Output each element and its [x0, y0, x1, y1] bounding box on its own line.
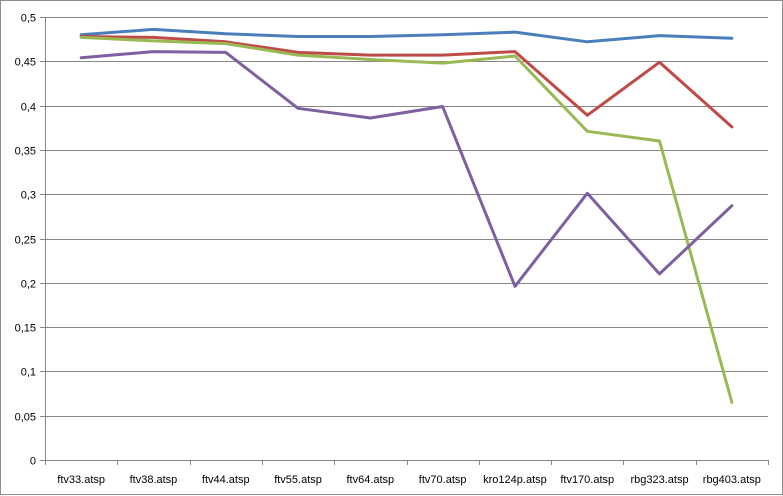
y-tick-label: 0,2: [21, 279, 36, 291]
x-tick-label: rbg403.atsp: [703, 474, 761, 486]
series-1-line: [79, 27, 734, 44]
x-tick-label: ftv70.atsp: [419, 474, 467, 486]
x-tick-label: ftv170.atsp: [560, 474, 614, 486]
y-tick-label: 0,25: [15, 235, 36, 247]
y-tick-label: 0,1: [21, 367, 36, 379]
y-tick-label: 0: [30, 456, 36, 468]
y-tick-label: 0,45: [15, 57, 36, 69]
x-tick-label: kro124p.atsp: [483, 474, 547, 486]
axes: [40, 17, 769, 465]
series-2-line: [79, 35, 734, 129]
x-axis-tick-labels: ftv33.atsp ftv38.atsp ftv44.atsp ftv55.atsp…: [57, 474, 761, 486]
x-tick-label: ftv55.atsp: [274, 474, 322, 486]
y-tick-label: 0,5: [21, 13, 36, 25]
x-tick-label: ftv64.atsp: [346, 474, 394, 486]
series-4-line: [79, 50, 734, 288]
y-tick-label: 0,4: [21, 102, 36, 114]
x-tick-label: rbg323.atsp: [630, 474, 688, 486]
gridlines: [45, 17, 768, 417]
y-tick-label: 0,35: [15, 146, 36, 158]
series-3-line: [79, 35, 734, 404]
y-tick-label: 0,05: [15, 412, 36, 424]
x-tick-label: ftv33.atsp: [57, 474, 105, 486]
x-tick-label: ftv44.atsp: [202, 474, 250, 486]
y-tick-label: 0,3: [21, 190, 36, 202]
y-axis-tick-labels: 0 0,05 0,1 0,15 0,2 0,25 0,3 0,35 0,4 0,45 0,5: [15, 13, 36, 468]
y-tick-label: 0,15: [15, 323, 36, 335]
x-tick-label: ftv38.atsp: [130, 474, 178, 486]
series-lines: [79, 27, 734, 404]
